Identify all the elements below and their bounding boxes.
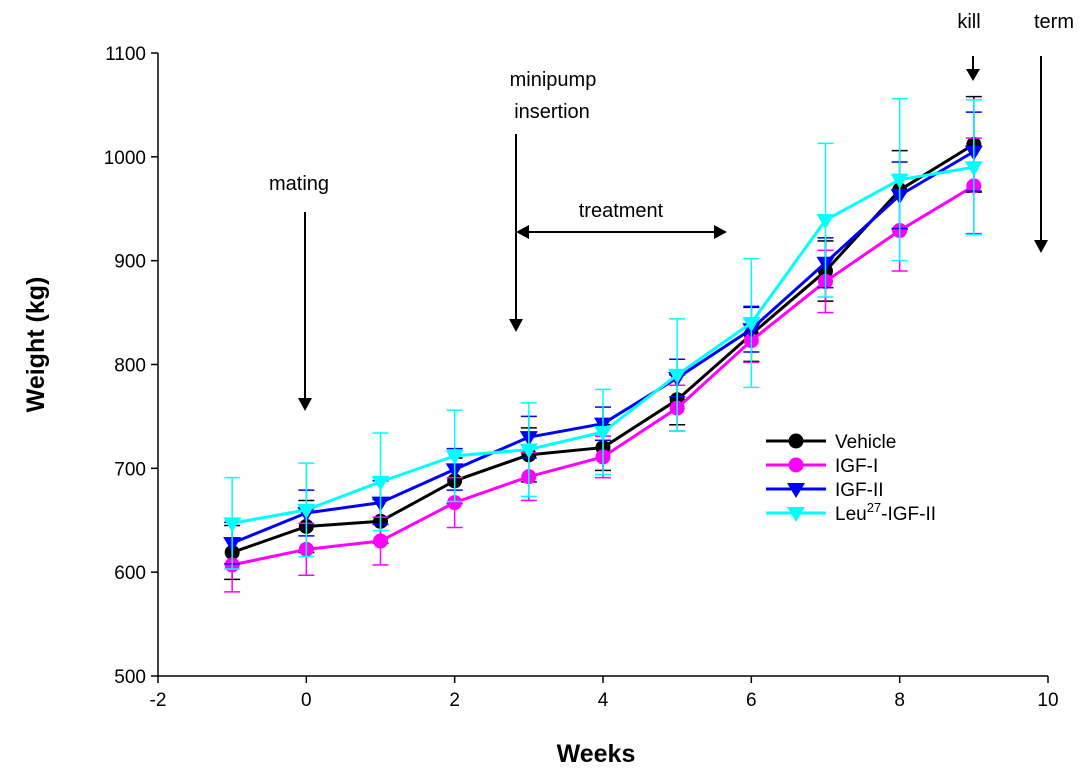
legend-marker <box>788 457 804 473</box>
mating-arrowhead <box>298 398 312 411</box>
x-tick-label: 2 <box>449 690 460 711</box>
legend-label: Vehicle <box>835 432 896 453</box>
treatment-arrowhead-left <box>516 225 529 239</box>
x-tick-label: 10 <box>1037 690 1058 711</box>
annotations: mating minipump insertion treatment kill… <box>269 11 1074 411</box>
y-tick-label: 900 <box>114 252 146 273</box>
data-point <box>223 517 242 533</box>
x-axis-title: Weeks <box>557 740 636 768</box>
data-point <box>594 425 612 441</box>
data-point <box>964 161 983 177</box>
data-point <box>371 475 390 491</box>
series <box>223 95 983 593</box>
kill-arrowhead <box>966 69 980 81</box>
y-axis-title: Weight (kg) <box>22 277 50 413</box>
y-tick-label: 1100 <box>105 44 146 65</box>
y-tick-label: 700 <box>114 459 146 480</box>
y-tick-label: 800 <box>114 356 146 377</box>
legend-label: IGF-I <box>835 456 878 477</box>
minipump-arrowhead <box>509 319 523 332</box>
annotation-treatment: treatment <box>579 200 664 222</box>
term-arrowhead <box>1034 240 1048 253</box>
annotation-mating: mating <box>269 173 329 195</box>
series-leu27-igf-ii <box>223 97 983 570</box>
x-tick-label: 0 <box>301 690 312 711</box>
legend-marker <box>787 507 805 522</box>
x-tick-label: -2 <box>150 690 167 711</box>
axes: 500 600 700 800 900 1000 1100 -2 0 2 4 6 8 10 Weeks Wei… <box>22 44 1059 768</box>
x-tick-label: 8 <box>894 690 905 711</box>
data-point <box>445 449 464 465</box>
annotation-kill: kill <box>957 11 980 33</box>
data-point <box>890 173 909 189</box>
legend-label: IGF-II <box>835 480 884 501</box>
treatment-arrowhead-right <box>714 225 727 239</box>
y-tick-label: 600 <box>114 563 146 584</box>
legend-marker <box>787 483 805 498</box>
annotation-insertion: insertion <box>514 101 590 123</box>
annotation-term: term <box>1034 11 1074 33</box>
data-point <box>373 533 388 549</box>
x-tick-label: 4 <box>598 690 609 711</box>
data-point <box>816 214 835 230</box>
legend-label: Leu27-IGF-II <box>835 500 936 525</box>
data-point <box>447 495 463 511</box>
data-point <box>297 503 316 519</box>
legend-marker <box>788 433 804 449</box>
data-point <box>668 368 687 384</box>
y-tick-label: 1000 <box>104 148 146 169</box>
data-point <box>519 443 538 459</box>
annotation-minipump: minipump <box>510 69 597 91</box>
x-tick-label: 6 <box>746 690 757 711</box>
y-tick-label: 500 <box>114 667 146 688</box>
data-point <box>742 316 761 332</box>
